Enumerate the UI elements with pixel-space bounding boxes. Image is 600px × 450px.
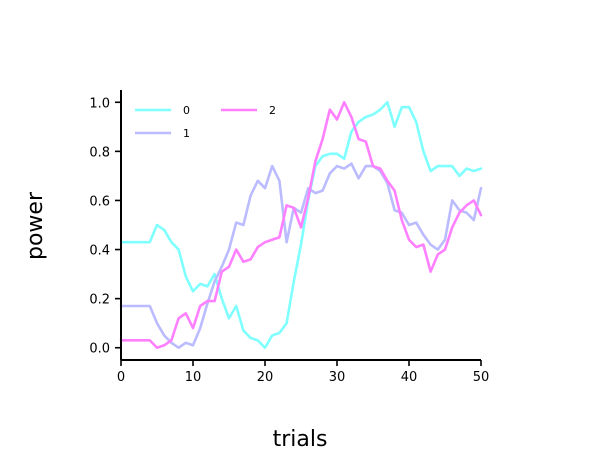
x-tick-label-20: 20 <box>257 370 274 385</box>
axes: 0 10 20 30 40 500.00.20.40.60.81.0 <box>89 90 489 385</box>
x-tick-label-40: 40 <box>401 370 418 385</box>
x-tick-label-0: 0 <box>117 370 125 385</box>
x-tick-label-30: 30 <box>329 370 346 385</box>
y-axis-label: power <box>23 191 48 260</box>
y-tick-label-0.2: 0.2 <box>89 293 110 308</box>
y-tick-label-0.6: 0.6 <box>89 194 110 209</box>
x-tick-label-50: 50 <box>473 370 490 385</box>
legend: 0 1 2 <box>135 104 276 140</box>
x-tick-label-10: 10 <box>185 370 202 385</box>
y-tick-label-0.0: 0.0 <box>89 342 110 357</box>
y-tick-label-0.8: 0.8 <box>89 145 110 160</box>
x-axis-label: trials <box>273 427 328 450</box>
legend-label-0: 0 <box>183 104 190 117</box>
legend-label-2: 2 <box>269 104 276 117</box>
y-tick-label-1.0: 1.0 <box>89 96 110 111</box>
y-tick-label-0.4: 0.4 <box>89 244 110 259</box>
series-line-0 <box>119 100 483 350</box>
legend-label-1: 1 <box>183 127 190 140</box>
plot-lines <box>119 100 483 350</box>
series-line-2 <box>119 100 483 350</box>
series-line-1 <box>119 162 483 350</box>
